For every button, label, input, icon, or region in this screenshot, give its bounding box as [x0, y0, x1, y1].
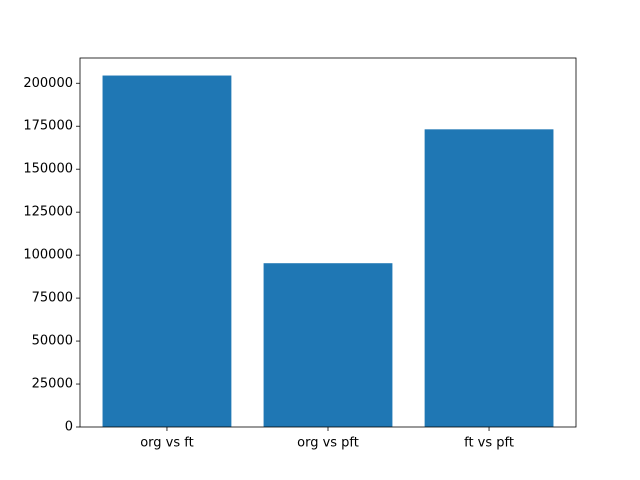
plot-frame: [79, 57, 577, 428]
y-tick-label: 0: [65, 420, 73, 435]
x-tick-label: ft vs pft: [464, 436, 514, 451]
x-tick-label: org vs pft: [297, 436, 359, 451]
y-tick-label: 150000: [23, 162, 73, 177]
bar: [424, 129, 554, 427]
y-tick-label: 50000: [32, 334, 73, 349]
x-tick-label: org vs ft: [140, 436, 194, 451]
y-tick-label: 200000: [23, 76, 73, 91]
y-tick-label: 125000: [23, 205, 73, 220]
bar: [263, 263, 393, 427]
y-tick-label: 75000: [32, 291, 73, 306]
y-tick-label: 25000: [32, 377, 73, 392]
bar: [102, 75, 232, 427]
y-tick-label: 175000: [23, 119, 73, 134]
y-tick-label: 100000: [23, 248, 73, 263]
